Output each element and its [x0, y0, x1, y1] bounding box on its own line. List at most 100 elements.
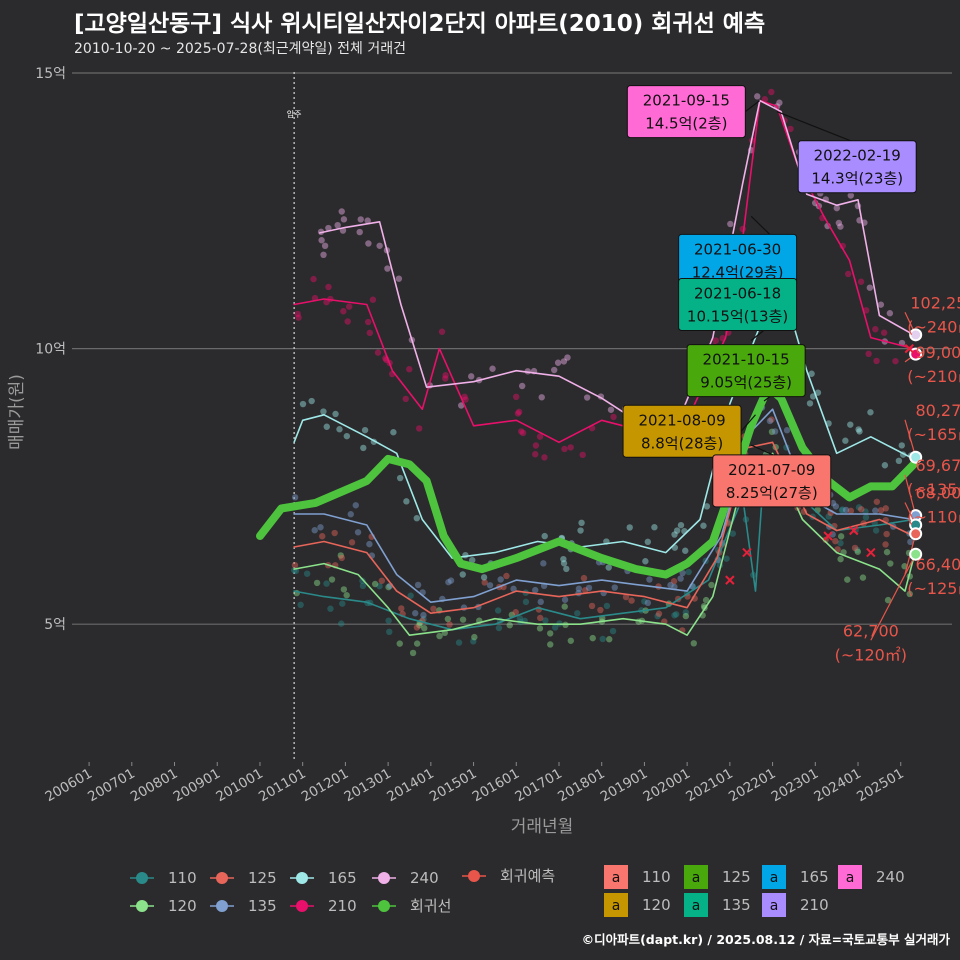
transaction-point [583, 394, 591, 401]
transaction-point [413, 640, 421, 647]
x-tick-label: 201501 [427, 766, 480, 806]
end-label-area: (~125㎡) [907, 579, 960, 598]
legend-box-entry-110: a 110 [604, 865, 671, 889]
end-label-value: 80,273 [915, 401, 960, 420]
transaction-point [851, 544, 859, 552]
transaction-point [455, 639, 463, 646]
transaction-point [338, 620, 345, 627]
transaction-point [882, 505, 889, 512]
transaction-point [606, 636, 613, 643]
transaction-point [677, 575, 684, 582]
transaction-point [866, 284, 874, 291]
callout-box [678, 278, 798, 332]
transaction-point [538, 394, 545, 401]
transaction-point [825, 513, 832, 520]
transaction-point [323, 580, 330, 587]
transaction-point [610, 413, 617, 421]
transaction-point [442, 372, 449, 379]
end-label-value: 99,000 [915, 343, 960, 362]
transaction-point [768, 416, 775, 423]
transaction-point [854, 548, 862, 555]
transaction-point [318, 237, 325, 244]
end-label: 68,000 (~110㎡) [904, 483, 960, 532]
transaction-point [579, 451, 586, 459]
transaction-point [420, 615, 427, 623]
transaction-point [406, 366, 413, 373]
transaction-point [580, 574, 588, 582]
forecast-marker [904, 343, 914, 354]
transaction-point [339, 600, 346, 607]
transaction-point [679, 569, 686, 577]
transaction-point [365, 240, 372, 247]
legend-label: 240 [410, 869, 439, 887]
transaction-point [390, 429, 397, 436]
transaction-point [340, 216, 348, 223]
callout: 2021-06-30 12.4억(29층) [678, 215, 798, 287]
y-tick-label: 15억 [35, 66, 66, 82]
callout: 2021-09-15 14.5억(2층) [626, 85, 761, 139]
transaction-point [364, 217, 371, 224]
transaction-point [468, 373, 475, 380]
transaction-point [607, 406, 615, 413]
transaction-point [682, 547, 689, 554]
callout: 2022-02-19 14.3억(23층) [776, 111, 917, 194]
legend-entry-135: 135 [210, 897, 277, 915]
legend-box-label: 240 [876, 868, 905, 886]
latest-price-marker [909, 328, 923, 342]
transaction-point [739, 225, 746, 233]
legend-label: 165 [328, 869, 357, 887]
transaction-point [589, 634, 596, 642]
transaction-point [787, 125, 794, 133]
transaction-point [842, 506, 850, 514]
transaction-point [495, 624, 503, 632]
transaction-point [865, 350, 872, 358]
end-label-area: (~110㎡) [907, 507, 960, 526]
transaction-point [847, 192, 854, 199]
transaction-point [532, 586, 539, 594]
transaction-point [357, 216, 364, 223]
legend-box-swatch [684, 893, 708, 917]
transaction-point [320, 408, 327, 415]
transaction-point [291, 561, 299, 569]
transaction-point [685, 568, 692, 576]
transaction-point [829, 499, 837, 507]
transaction-point [700, 522, 707, 529]
callout: 2021-08-09 8.8억(28층) [622, 404, 756, 458]
transaction-point [536, 433, 544, 440]
transaction-point [644, 599, 652, 607]
transaction-point [537, 614, 544, 622]
transaction-point [416, 622, 423, 629]
transaction-point [677, 521, 685, 529]
latest-price-marker [909, 527, 923, 541]
transaction-point [413, 514, 421, 522]
latest-price-marker [909, 450, 923, 464]
legend-box-glyph: a [612, 898, 621, 914]
transaction-point [354, 529, 362, 536]
legend-box-entry-165: a 165 [762, 865, 829, 889]
transaction-point [414, 581, 422, 589]
transaction-point [518, 382, 526, 390]
transaction-point [654, 612, 661, 620]
transaction-point [445, 578, 452, 586]
x-tick-label: 201301 [341, 766, 394, 806]
transaction-point [690, 640, 697, 647]
transaction-point [348, 539, 356, 546]
callout-date: 2021-08-09 [638, 411, 725, 429]
transaction-point [338, 208, 345, 215]
transaction-point [532, 451, 539, 458]
latest-price-marker [909, 547, 923, 561]
end-label: 66,400 (~125㎡) [904, 527, 960, 598]
legend-dot-swatch [296, 872, 308, 884]
callout-leader [740, 414, 756, 432]
transaction-point [516, 615, 524, 622]
legend-label: 회귀선 [410, 897, 451, 915]
transaction-point [540, 560, 547, 567]
legend-entry-165: 165 [290, 869, 357, 887]
transaction-point [515, 408, 523, 416]
transaction-point [317, 524, 324, 531]
transaction-point [561, 596, 569, 603]
callout-price: 9.05억(25층) [700, 374, 792, 392]
end-label-area: (~120㎡) [835, 645, 907, 664]
transaction-point [366, 329, 374, 337]
